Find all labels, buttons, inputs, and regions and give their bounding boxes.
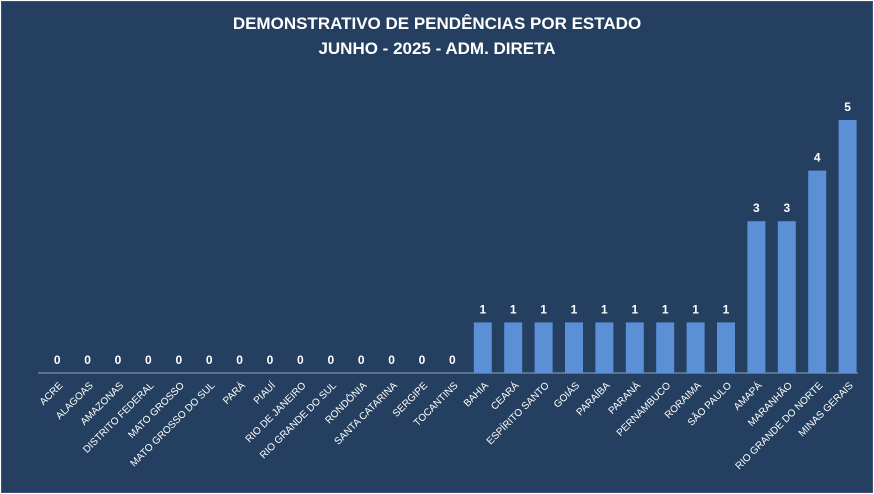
category-label-17: GOIÁS: [551, 379, 583, 411]
bar-22: [717, 322, 735, 373]
bar-19: [625, 322, 644, 373]
category-label-18: PARAÍBA: [573, 379, 613, 419]
chart-title: DEMONSTRATIVO DE PENDÊNCIAS POR ESTADO: [232, 14, 642, 33]
data-label-16: 1: [540, 302, 547, 316]
category-label-6: PARÁ: [220, 379, 248, 407]
data-label-25: 4: [814, 151, 821, 165]
category-label-14: BAHIA: [462, 380, 491, 409]
bar-18: [595, 322, 614, 373]
data-label-5: 0: [206, 353, 213, 367]
bar-14: [473, 322, 492, 373]
bar-20: [656, 322, 675, 373]
data-label-26: 5: [844, 100, 851, 114]
bar-15: [504, 322, 523, 373]
category-label-0: ACRE: [38, 380, 66, 408]
data-label-23: 3: [753, 201, 760, 215]
data-label-17: 1: [571, 302, 578, 316]
data-label-8: 0: [297, 353, 304, 367]
data-label-11: 0: [388, 353, 395, 367]
data-label-1: 0: [84, 353, 91, 367]
bar-16: [534, 322, 553, 373]
data-label-10: 0: [358, 353, 365, 367]
data-label-22: 1: [723, 302, 730, 316]
data-label-19: 1: [631, 302, 638, 316]
bar-21: [686, 322, 705, 373]
bar-23: [747, 221, 766, 373]
chart-subtitle: JUNHO - 2025 - ADM. DIRETA: [318, 39, 556, 58]
data-label-14: 1: [479, 302, 486, 316]
data-label-12: 0: [419, 353, 426, 367]
data-label-0: 0: [54, 353, 61, 367]
data-label-18: 1: [601, 302, 608, 316]
bar-24: [777, 221, 796, 373]
data-label-4: 0: [175, 353, 182, 367]
data-label-6: 0: [236, 353, 243, 367]
bar-25: [808, 170, 827, 373]
data-label-2: 0: [115, 353, 122, 367]
data-label-24: 3: [783, 201, 790, 215]
data-label-20: 1: [662, 302, 669, 316]
bar-26: [838, 120, 857, 373]
category-label-26: MINAS GERAIS: [797, 380, 856, 439]
data-label-21: 1: [692, 302, 699, 316]
data-label-9: 0: [327, 353, 334, 367]
category-label-7: PIAUÍ: [250, 379, 278, 407]
data-label-7: 0: [267, 353, 274, 367]
data-label-15: 1: [510, 302, 517, 316]
bar-17: [565, 322, 583, 373]
data-label-13: 0: [449, 353, 456, 367]
data-label-3: 0: [145, 353, 152, 367]
category-label-20: PERNAMBUCO: [615, 380, 674, 439]
